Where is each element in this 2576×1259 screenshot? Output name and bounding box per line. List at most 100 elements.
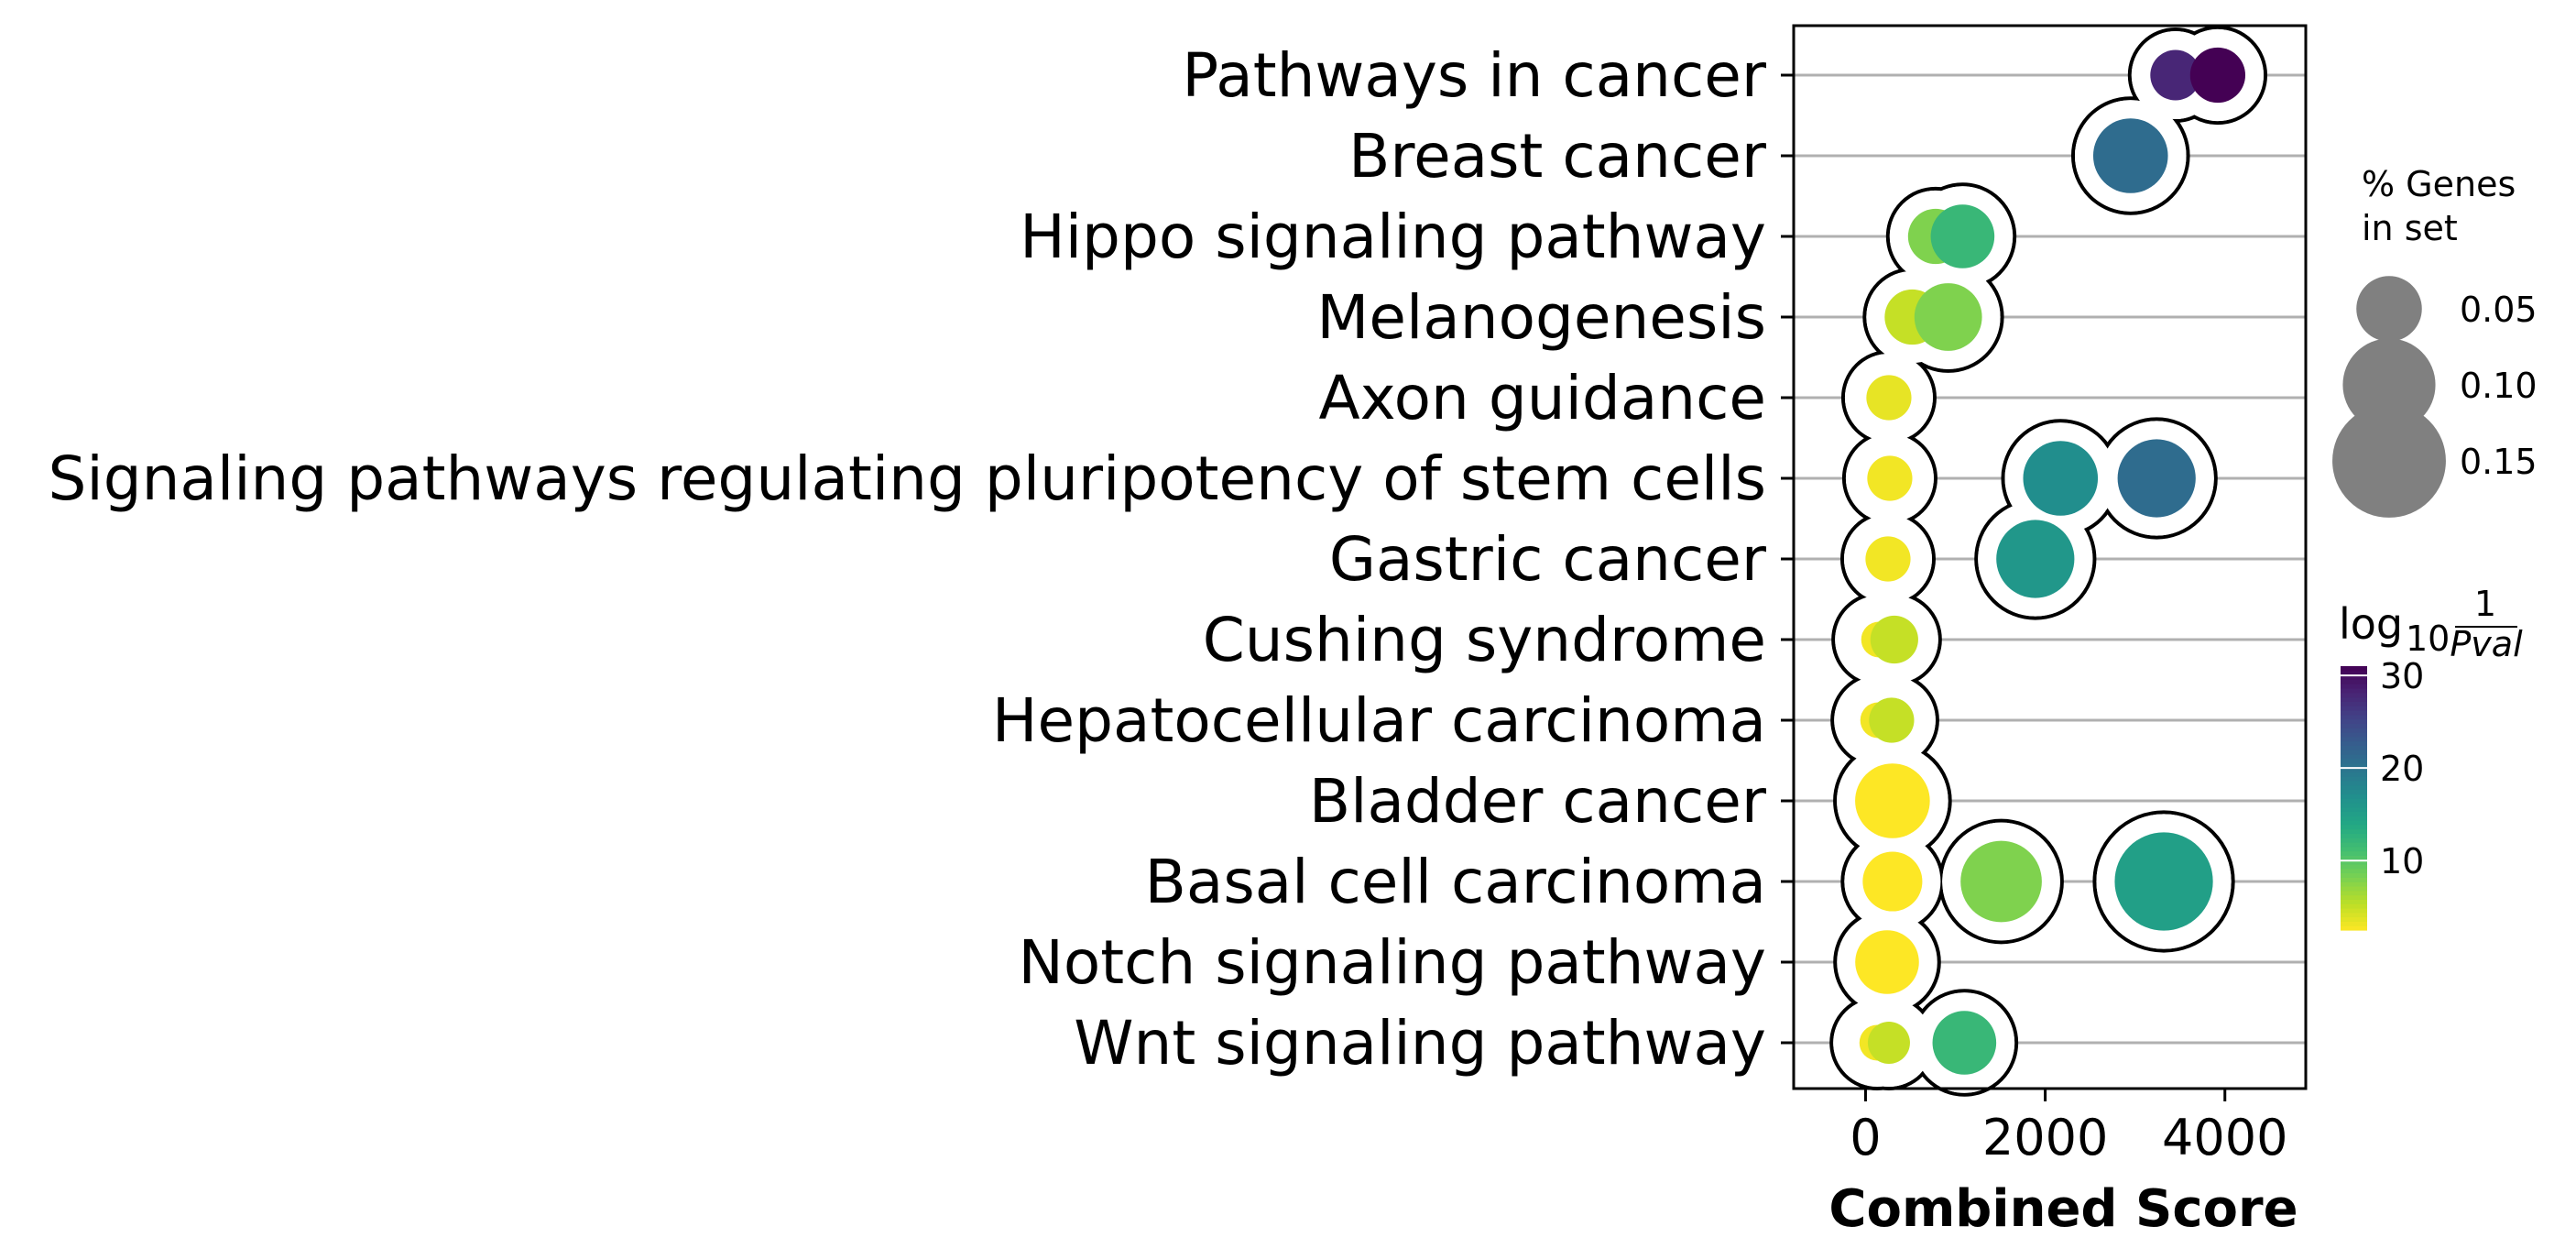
x-tick-label: 0 — [1850, 1109, 1881, 1166]
data-point — [1865, 536, 1911, 582]
colorbar-segment — [2341, 776, 2367, 782]
colorbar-segment — [2341, 868, 2367, 874]
data-point — [1866, 375, 1912, 421]
colorbar-segment — [2341, 723, 2367, 728]
colorbar-segment — [2341, 903, 2367, 909]
colorbar-segment — [2341, 864, 2367, 870]
colorbar-segment — [2341, 838, 2367, 843]
colorbar-segment — [2341, 802, 2367, 808]
colorbar-title-subscript: 10 — [2406, 619, 2450, 659]
y-tick-label: Breast cancer — [1348, 121, 1767, 192]
size-legend-marker — [2332, 404, 2446, 518]
y-tick-label: Axon guidance — [1319, 363, 1767, 433]
colorbar-segment — [2341, 666, 2367, 672]
colorbar-segment — [2341, 921, 2367, 926]
dot-layer — [1855, 47, 2246, 1075]
colorbar-segment — [2341, 908, 2367, 914]
colorbar-segment — [2341, 925, 2367, 931]
colorbar-segment — [2341, 811, 2367, 816]
colorbar-segment — [2341, 718, 2367, 724]
colorbar-segment — [2341, 894, 2367, 900]
colorbar-title-denominator: Pval — [2450, 624, 2523, 664]
y-tick-label: Gastric cancer — [1329, 524, 1767, 595]
colorbar-segment — [2341, 899, 2367, 904]
size-legend-subtitle: in set — [2362, 208, 2458, 248]
y-tick-label: Hepatocellular carcinoma — [992, 685, 1766, 756]
y-tick-label: Pathways in cancer — [1182, 40, 1766, 111]
data-point — [1870, 615, 1918, 664]
colorbar-segment — [2341, 736, 2367, 742]
colorbar-segment — [2341, 789, 2367, 794]
colorbar-segment — [2341, 692, 2367, 698]
colorbar-segment — [2341, 816, 2367, 821]
colorbar-segment — [2341, 674, 2367, 680]
data-point — [1996, 520, 2075, 598]
colorbar-segment — [2341, 855, 2367, 860]
x-axis: 0 2000 4000 — [1850, 1089, 2287, 1166]
size-legend-label: 0.05 — [2460, 290, 2538, 330]
data-point — [1914, 283, 1982, 351]
colorbar-segment — [2341, 833, 2367, 838]
colorbar-segment — [2341, 859, 2367, 865]
colorbar-title-numerator: 1 — [2474, 584, 2496, 624]
colorbar-segment — [2341, 754, 2367, 760]
size-legend-title: % Genes — [2362, 164, 2516, 204]
colorbar-segment — [2341, 762, 2367, 768]
colorbar-segment — [2341, 916, 2367, 922]
colorbar-segment — [2341, 890, 2367, 896]
data-point — [1960, 840, 2042, 923]
data-point — [2092, 118, 2168, 193]
data-point — [1855, 763, 1930, 838]
colorbar-segment — [2341, 798, 2367, 804]
data-point — [1862, 851, 1923, 912]
colorbar-segment — [2341, 696, 2367, 702]
y-tick-label: Notch signaling pathway — [1018, 927, 1766, 998]
colorbar-segment — [2341, 679, 2367, 684]
colorbar-segment — [2341, 850, 2367, 856]
colorbar-segment — [2341, 824, 2367, 830]
y-axis-labels: Pathways in cancer Breast cancer Hippo sig… — [48, 40, 1794, 1078]
size-legend-marker — [2356, 276, 2422, 342]
colorbar-segment — [2341, 740, 2367, 746]
size-legend-label: 0.15 — [2460, 442, 2538, 482]
data-point — [1867, 1021, 1910, 1065]
colorbar-title-log: log — [2339, 599, 2403, 649]
data-point — [1869, 697, 1915, 743]
data-point — [1858, 932, 1918, 992]
colorbar-segment — [2341, 706, 2367, 711]
colorbar-segment — [2341, 750, 2367, 755]
colorbar-segment — [2341, 710, 2367, 716]
data-point — [1930, 204, 1995, 268]
data-point — [2114, 832, 2213, 931]
colorbar-segment — [2341, 670, 2367, 676]
y-tick-label: Signaling pathways regulating pluripoten… — [48, 443, 1766, 514]
colorbar-tick-label: 20 — [2380, 749, 2424, 789]
x-axis-title: Combined Score — [1828, 1179, 2298, 1239]
y-tick-label: Bladder cancer — [1309, 766, 1767, 837]
data-point — [2150, 49, 2201, 101]
colorbar-segment — [2341, 881, 2367, 887]
colorbar-segment — [2341, 772, 2367, 777]
y-tick-label: Hippo signaling pathway — [1020, 202, 1766, 272]
size-legend-marker — [2342, 338, 2436, 432]
colorbar-segment — [2341, 714, 2367, 720]
colorbar-segment — [2341, 912, 2367, 918]
colorbar-segment — [2341, 794, 2367, 799]
colorbar-segment — [2341, 728, 2367, 733]
colorbar-segment — [2341, 806, 2367, 812]
data-point — [1932, 1011, 1997, 1075]
y-tick-label: Basal cell carcinoma — [1145, 847, 1766, 917]
y-tick-label: Wnt signaling pathway — [1074, 1008, 1766, 1078]
colorbar-segment — [2341, 784, 2367, 790]
data-point — [2117, 439, 2196, 518]
y-tick-label: Cushing syndrome — [1203, 605, 1766, 675]
colorbar-segment — [2341, 886, 2367, 892]
plot-frame — [1792, 24, 2308, 1090]
colorbar-tick-label: 10 — [2380, 841, 2424, 881]
colorbar-segment — [2341, 780, 2367, 786]
colorbar-segment — [2341, 820, 2367, 826]
